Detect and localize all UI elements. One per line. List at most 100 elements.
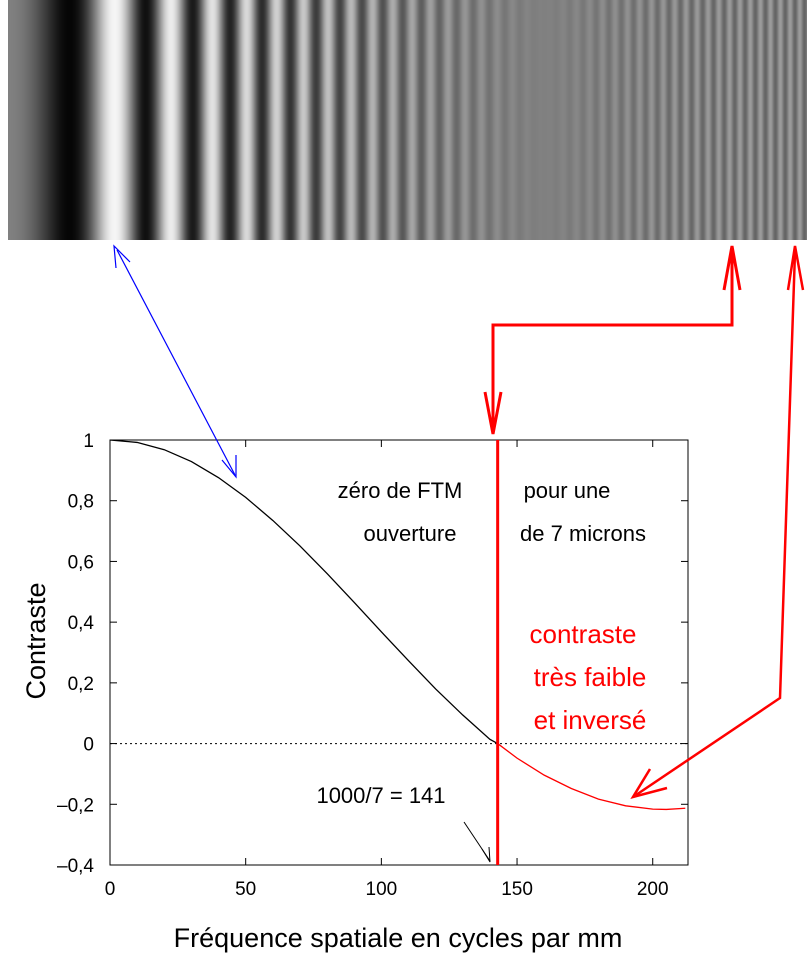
grating-band [255,0,257,240]
grating-band [221,0,223,240]
grating-band [182,0,184,240]
grating-band [633,0,635,240]
grating-band [440,0,442,240]
grating-band [379,0,381,240]
grating-band [496,0,498,240]
grating-band [87,0,89,240]
grating-band [600,0,602,240]
grating-band [386,0,388,240]
grating-band [803,0,805,240]
grating-band [545,0,547,240]
grating-band [112,0,114,240]
grating-band [608,0,610,240]
grating-band [469,0,471,240]
grating-band [759,0,761,240]
grating-band [263,0,265,240]
grating-band [51,0,53,240]
grating-band [646,0,648,240]
grating-band [363,0,365,240]
grating-band [762,0,764,240]
grating-band [254,0,256,240]
grating-band [776,0,778,240]
grating-band [484,0,486,240]
grating-band [431,0,433,240]
grating-band [212,0,214,240]
grating-band [730,0,732,240]
grating-band [651,0,653,240]
grating-band [603,0,605,240]
zero-pointer-arrowhead [481,846,491,863]
grating-band [10,0,12,240]
grating-band [55,0,57,240]
grating-band [296,0,298,240]
grating-band [307,0,309,240]
grating-band [102,0,104,240]
grating-band [552,0,554,240]
grating-band [460,0,462,240]
grating-band [671,0,673,240]
grating-band [616,0,618,240]
grating-band [113,0,115,240]
grating-band [571,0,573,240]
grating-band [486,0,488,240]
grating-band [139,0,141,240]
axis-ticks [109,439,688,866]
grating-band [511,0,513,240]
grating-band [763,0,765,240]
grating-band [701,0,703,240]
grating-band [131,0,133,240]
grating-band [236,0,238,240]
grating-band [354,0,356,240]
grating-band [377,0,379,240]
grating-band [714,0,716,240]
grating-band [635,0,637,240]
grating-band [89,0,91,240]
grating-band [91,0,93,240]
grating-band [396,0,398,240]
grating-band [333,0,335,240]
mtf-zero-label-2b: de 7 microns [520,521,646,546]
grating-band [261,0,263,240]
x-tick-label: 50 [235,879,256,900]
grating-band [619,0,621,240]
grating-band [111,0,113,240]
grating-band [391,0,393,240]
grating-band [210,0,212,240]
grating-band [356,0,358,240]
grating-band [789,0,791,240]
grating-band [738,0,740,240]
grating-band [494,0,496,240]
grating-band [328,0,330,240]
grating-band [291,0,293,240]
grating-band [181,0,183,240]
grating-band [302,0,304,240]
grating-band [567,0,569,240]
grating-band [186,0,188,240]
grating-band [444,0,446,240]
grating-band [185,0,187,240]
grating-band [687,0,689,240]
grating-band [304,0,306,240]
grating-band [668,0,670,240]
grating-band [167,0,169,240]
grating-band [46,0,48,240]
grating-band [475,0,477,240]
grating-band [191,0,193,240]
grating-band [153,0,155,240]
grating-band [351,0,353,240]
grating-band [428,0,430,240]
grating-band [211,0,213,240]
grating-band [195,0,197,240]
grating-band [675,0,677,240]
grating-band [639,0,641,240]
grating-band [71,0,73,240]
x-axis-title: Fréquence spatiale en cycles par mm [174,923,623,953]
grating-band [754,0,756,240]
grating-band [647,0,649,240]
red-arrowhead-down [483,391,503,435]
grating-band [454,0,456,240]
grating-band [746,0,748,240]
grating-band [34,0,36,240]
grating-band [265,0,267,240]
red-arrowhead-up-right [786,245,805,291]
